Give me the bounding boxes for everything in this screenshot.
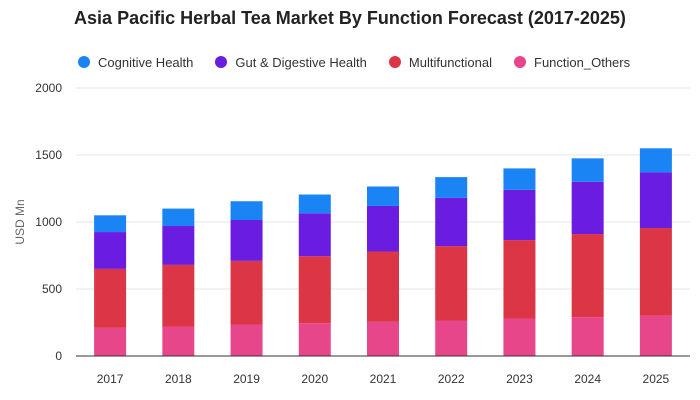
- bar-segment[interactable]: [435, 246, 468, 321]
- bar-segment[interactable]: [571, 234, 604, 318]
- legend-item[interactable]: Gut & Digestive Health: [215, 55, 367, 70]
- bar-segment[interactable]: [162, 226, 195, 265]
- y-tick-label: 500: [42, 282, 62, 296]
- bar-segment[interactable]: [435, 177, 468, 198]
- bar-segment[interactable]: [435, 197, 468, 247]
- bar-segment[interactable]: [298, 256, 331, 324]
- bar-segment[interactable]: [367, 205, 399, 252]
- bar-segment[interactable]: [94, 268, 127, 328]
- x-tick-label: 2017: [97, 372, 124, 386]
- x-tick-label: 2020: [301, 372, 328, 386]
- bar-segment[interactable]: [230, 260, 263, 325]
- y-tick-label: 1500: [35, 148, 62, 162]
- bar-segment[interactable]: [162, 326, 195, 356]
- bar-segment[interactable]: [639, 228, 672, 316]
- legend-item[interactable]: Cognitive Health: [78, 55, 193, 70]
- y-tick-label: 1000: [35, 215, 62, 229]
- bar-segment[interactable]: [639, 172, 672, 229]
- legend-swatch: [78, 56, 90, 68]
- x-tick-label: 2019: [233, 372, 260, 386]
- bar-segment[interactable]: [503, 189, 536, 241]
- chart-title: Asia Pacific Herbal Tea Market By Functi…: [74, 8, 626, 28]
- bar-segment[interactable]: [94, 215, 127, 233]
- bar-segment[interactable]: [298, 213, 331, 257]
- x-tick-label: 2025: [643, 372, 670, 386]
- bar-segment[interactable]: [298, 323, 331, 356]
- y-axis-title: USD Mn: [13, 199, 27, 244]
- bar-segment[interactable]: [230, 324, 263, 356]
- legend-item[interactable]: Multifunctional: [388, 54, 493, 70]
- bar-segment[interactable]: [367, 186, 399, 206]
- bar-segment[interactable]: [503, 318, 536, 356]
- legend-label: Gut & Digestive Health: [235, 54, 367, 70]
- bar-segment[interactable]: [503, 168, 536, 190]
- legend-label: Cognitive Health: [98, 54, 194, 70]
- legend-label: Function_Others: [534, 54, 631, 70]
- y-tick-label: 2000: [35, 81, 62, 95]
- x-tick-label: 2024: [574, 372, 601, 386]
- legend-swatch: [215, 56, 228, 68]
- legend-swatch: [388, 56, 401, 68]
- bar-segment[interactable]: [230, 219, 263, 261]
- bar-segment[interactable]: [94, 327, 127, 356]
- legend-swatch: [514, 56, 527, 68]
- x-tick-label: 2021: [370, 372, 397, 386]
- bar-segment[interactable]: [230, 201, 263, 220]
- legend-label: Multifunctional: [408, 54, 493, 70]
- bar-segment[interactable]: [298, 194, 331, 214]
- bar-segment[interactable]: [571, 181, 604, 235]
- bar-segment[interactable]: [571, 158, 604, 182]
- bar-segment[interactable]: [367, 251, 399, 322]
- bar-segment[interactable]: [435, 320, 468, 356]
- legend-item[interactable]: Function_Others: [514, 55, 630, 70]
- bar-segment[interactable]: [571, 317, 604, 356]
- bar-segment[interactable]: [367, 321, 399, 356]
- x-tick-label: 2018: [165, 372, 192, 386]
- bar-segment[interactable]: [503, 240, 536, 319]
- y-tick-label: 0: [55, 349, 62, 363]
- x-tick-label: 2022: [438, 372, 465, 386]
- bar-segment[interactable]: [162, 264, 195, 327]
- chart-legend: Cognitive Health Gut & Digestive Health Mu…: [78, 53, 652, 71]
- x-tick-label: 2023: [506, 372, 533, 386]
- bar-segment[interactable]: [162, 208, 195, 227]
- bar-segment[interactable]: [94, 232, 127, 269]
- bar-segment[interactable]: [639, 148, 672, 173]
- bar-segment[interactable]: [639, 315, 672, 356]
